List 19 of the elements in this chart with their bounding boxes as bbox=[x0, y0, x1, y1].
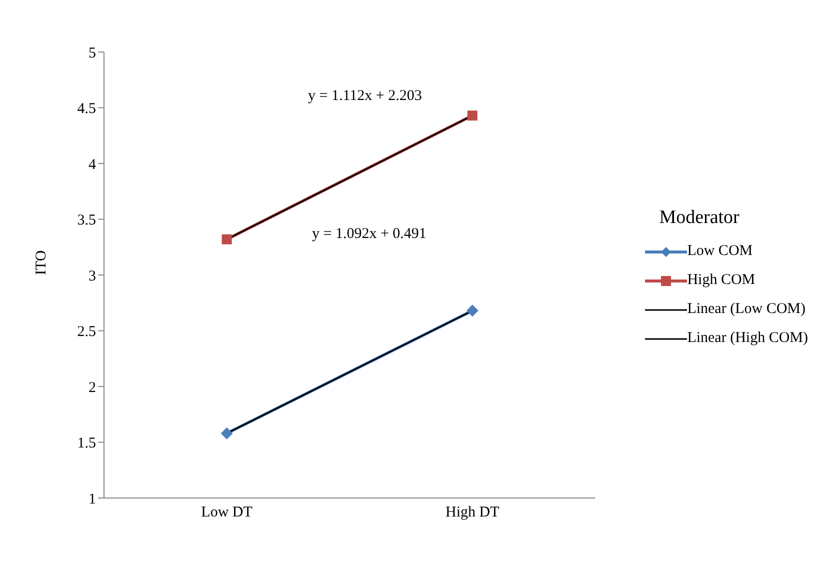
y-tick-label: 2.5 bbox=[77, 324, 96, 340]
y-tick-label: 4 bbox=[88, 156, 96, 173]
y-tick-label: 1 bbox=[88, 491, 96, 508]
x-tick-label: High DT bbox=[446, 504, 500, 521]
y-tick-label: 1.5 bbox=[77, 436, 96, 452]
legend-label: High COM bbox=[687, 272, 756, 289]
y-tick-label: 3.5 bbox=[77, 212, 96, 229]
y-tick-label: 4.5 bbox=[77, 101, 96, 118]
legend-title: Moderator bbox=[659, 207, 740, 229]
x-tick-label: Low DT bbox=[201, 504, 252, 521]
y-tick-label: 2 bbox=[88, 380, 96, 396]
y-tick-label: 3 bbox=[88, 268, 96, 284]
legend-label: Linear (High COM) bbox=[687, 330, 808, 347]
legend-label: Low COM bbox=[687, 243, 753, 260]
y-axis-title: ITO bbox=[33, 250, 50, 275]
annotation: y = 1.092x + 0.491 bbox=[312, 226, 426, 243]
y-tick-label: 5 bbox=[88, 45, 96, 62]
annotation: y = 1.112x + 2.203 bbox=[308, 88, 422, 105]
legend-label: Linear (Low COM) bbox=[687, 301, 806, 318]
